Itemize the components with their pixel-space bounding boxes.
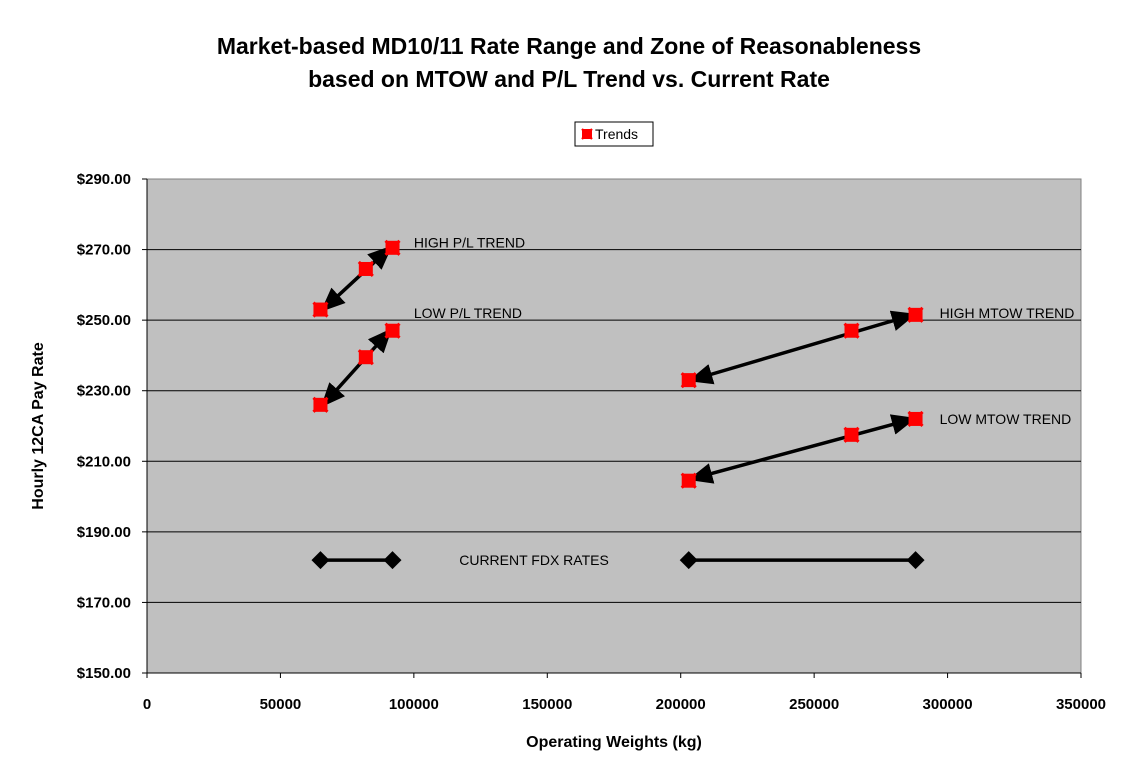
annotation-3: LOW MTOW TREND xyxy=(940,411,1072,427)
current-rate-marker-1-1 xyxy=(906,551,925,570)
x-tick-label-2: 100000 xyxy=(389,696,439,713)
trend-arrows xyxy=(320,245,917,484)
chart-title-line-1: Market-based MD10/11 Rate Range and Zone… xyxy=(217,33,921,59)
annotation-4: CURRENT FDX RATES xyxy=(459,552,609,568)
x-axis-label: Operating Weights (kg) xyxy=(526,734,702,751)
y-tick-label-4: $230.00 xyxy=(77,383,131,400)
x-tick-labels: 0 50000 100000 150000 200000 250000 300000 3500… xyxy=(143,696,1106,713)
trend-point-11 xyxy=(907,410,924,428)
trend-point-9 xyxy=(680,472,697,489)
annotation-1: LOW P/L TREND xyxy=(414,305,522,321)
trend-points xyxy=(312,239,924,489)
gridlines xyxy=(147,249,1081,603)
trend-point-10 xyxy=(843,426,860,443)
y-tick-label-3: $210.00 xyxy=(77,453,131,470)
y-tick-label-0: $150.00 xyxy=(77,665,131,682)
axes xyxy=(142,178,1082,678)
y-axis-label: Hourly 12CA Pay Rate xyxy=(30,342,47,510)
legend-marker xyxy=(581,128,593,140)
chart-title-line-2: based on MTOW and P/L Trend vs. Current … xyxy=(308,66,830,92)
x-tick-label-4: 200000 xyxy=(656,696,706,713)
y-tick-label-5: $250.00 xyxy=(77,312,131,329)
current-rate-lines xyxy=(311,551,925,570)
current-rate-marker-0-1 xyxy=(383,551,402,570)
x-tick-label-7: 350000 xyxy=(1056,696,1106,713)
annotations: HIGH P/L TREND LOW P/L TREND HIGH MTOW TRE… xyxy=(414,235,1075,569)
trend-point-4 xyxy=(357,349,374,366)
x-tick-label-1: 50000 xyxy=(260,696,302,713)
trend-point-5 xyxy=(384,322,401,339)
annotation-2: HIGH MTOW TREND xyxy=(940,305,1075,321)
trend-point-0 xyxy=(312,301,329,318)
x-tick-label-6: 300000 xyxy=(923,696,973,713)
annotation-0: HIGH P/L TREND xyxy=(414,235,525,251)
y-tick-label-2: $190.00 xyxy=(77,524,131,541)
current-rate-marker-0-0 xyxy=(311,551,330,570)
trend-point-6 xyxy=(680,372,697,389)
x-tick-label-5: 250000 xyxy=(789,696,839,713)
y-tick-label-7: $290.00 xyxy=(77,171,131,188)
trend-point-3 xyxy=(312,396,329,413)
y-tick-labels: $150.00 $170.00 $190.00 $210.00 $230.00 $250.… xyxy=(77,171,131,682)
legend: Trends xyxy=(574,121,654,147)
x-tick-label-0: 0 xyxy=(143,696,151,713)
y-tick-label-6: $270.00 xyxy=(77,242,131,259)
trend-point-1 xyxy=(357,260,374,278)
trend-point-2 xyxy=(384,239,401,256)
current-rate-marker-1-0 xyxy=(679,551,698,570)
plot-area xyxy=(146,178,1082,674)
trend-arrow-2 xyxy=(688,310,917,385)
x-tick-label-3: 150000 xyxy=(522,696,572,713)
y-tick-label-1: $170.00 xyxy=(77,594,131,611)
trend-point-7 xyxy=(843,322,860,339)
trend-arrow-3 xyxy=(688,414,917,484)
trend-point-8 xyxy=(907,306,924,323)
legend-entry-trends: Trends xyxy=(595,126,638,142)
trend-arrow-1 xyxy=(320,328,393,408)
trend-arrow-0 xyxy=(320,245,393,312)
